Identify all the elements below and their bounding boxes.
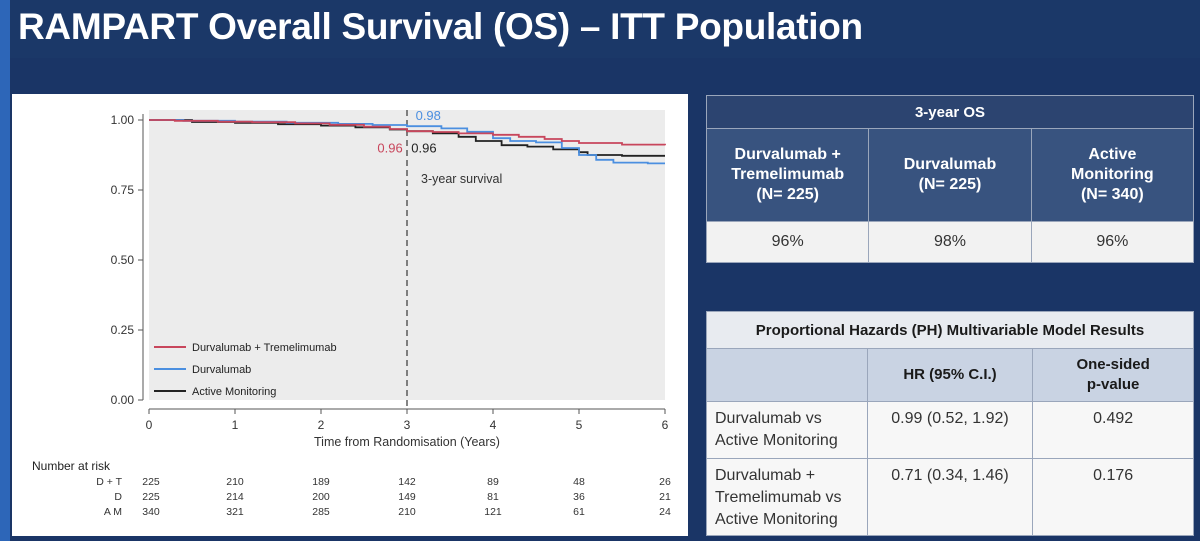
legend-entry: Durvalumab + Tremelimumab (192, 342, 337, 354)
risk-value: 210 (398, 506, 416, 518)
x-tick-label: 1 (232, 418, 239, 432)
risk-value: 200 (312, 491, 330, 503)
risk-value: 149 (398, 491, 416, 503)
ph-hr-value: 0.71 (0.34, 1.46) (866, 458, 1034, 536)
risk-value: 210 (226, 476, 244, 488)
ph-label-line: Durvalumab vs (715, 410, 822, 427)
annotation-label: 0.96 (377, 141, 402, 156)
os-col-line: Active (1088, 146, 1137, 163)
ph-row-label: Durvalumab vs Active Monitoring (706, 401, 868, 459)
ph-table: Proportional Hazards (PH) Multivariable … (706, 311, 1194, 536)
risk-row-label: D + T (96, 476, 122, 488)
x-tick-label: 5 (576, 418, 583, 432)
risk-value: 48 (573, 476, 585, 488)
x-tick-label: 0 (146, 418, 153, 432)
risk-value: 142 (398, 476, 416, 488)
ph-p-header: One-sided p-value (1032, 348, 1194, 402)
risk-value: 225 (142, 476, 160, 488)
slide-title: RAMPART Overall Survival (OS) – ITT Popu… (18, 6, 863, 47)
os-col-line: (N= 225) (918, 176, 982, 193)
risk-value: 189 (312, 476, 330, 488)
x-tick-label: 6 (662, 418, 669, 432)
x-tick-label: 3 (404, 418, 411, 432)
risk-value: 89 (487, 476, 499, 488)
x-axis-label: Time from Randomisation (Years) (314, 435, 500, 449)
ph-hr-header: HR (95% C.I.) (866, 348, 1034, 402)
os-value: 96% (705, 221, 870, 263)
y-tick-label: 0.75 (111, 183, 135, 197)
os-col-header: Active Monitoring (N= 340) (1030, 128, 1195, 222)
risk-value: 21 (659, 491, 671, 503)
ph-blank-header (706, 348, 868, 402)
annotation-label: 0.96 (411, 141, 436, 156)
y-tick-label: 0.50 (111, 253, 135, 267)
annotation-label: 0.98 (416, 108, 441, 123)
os-value: 96% (1030, 221, 1195, 263)
y-tick-label: 1.00 (111, 113, 135, 127)
risk-value: 225 (142, 491, 160, 503)
survival-curve-0 (149, 119, 666, 146)
os-col-header: Durvalumab (N= 225) (868, 128, 1032, 222)
os-table: 3-year OS Durvalumab + Tremelimumab (N= … (705, 95, 1195, 263)
risk-value: 214 (226, 491, 244, 503)
km-chart: 0.00 0.25 0.50 0.75 1.00 0 1 2 3 4 5 6 Time from Ran… (12, 94, 688, 536)
y-tick-label: 0.25 (111, 323, 135, 337)
ph-label-line: Durvalumab + (715, 467, 816, 484)
ph-p-value: 0.176 (1032, 458, 1194, 536)
ph-row-label: Durvalumab + Tremelimumab vs Active Moni… (706, 458, 868, 536)
os-col-line: Tremelimumab (731, 166, 845, 183)
os-col-line: (N= 225) (756, 186, 820, 203)
y-tick-label: 0.00 (111, 393, 135, 407)
legend-entry: Active Monitoring (192, 386, 276, 398)
reference-line-label: 3-year survival (421, 172, 502, 186)
ph-p-header-line: p-value (1086, 376, 1140, 393)
risk-row-label: A M (104, 506, 122, 518)
km-chart-panel: 0.00 0.25 0.50 0.75 1.00 0 1 2 3 4 5 6 Time from Ran… (12, 94, 688, 536)
os-col-line: Durvalumab + (734, 146, 841, 163)
risk-row-label: D (114, 491, 122, 503)
risk-value: 26 (659, 476, 671, 488)
x-tick-label: 2 (318, 418, 325, 432)
risk-value: 36 (573, 491, 585, 503)
os-col-line: (N= 340) (1080, 186, 1144, 203)
accent-strip (0, 0, 10, 541)
os-col-line: Durvalumab (903, 156, 997, 173)
risk-value: 24 (659, 506, 671, 518)
risk-value: 121 (484, 506, 502, 518)
risk-value: 285 (312, 506, 330, 518)
risk-value: 321 (226, 506, 244, 518)
risk-table-title: Number at risk (32, 459, 111, 473)
x-tick-label: 4 (490, 418, 497, 432)
os-col-header: Durvalumab + Tremelimumab (N= 225) (705, 128, 870, 222)
os-col-line: Monitoring (1071, 166, 1154, 183)
os-table-title: 3-year OS (706, 95, 1194, 129)
legend-entry: Durvalumab (192, 364, 251, 376)
title-band (10, 0, 1200, 58)
os-value: 98% (868, 221, 1032, 263)
ph-p-header-line: One-sided (1076, 356, 1150, 373)
ph-hr-value: 0.99 (0.52, 1.92) (866, 401, 1034, 459)
risk-value: 61 (573, 506, 585, 518)
ph-table-title: Proportional Hazards (PH) Multivariable … (706, 311, 1194, 349)
risk-value: 340 (142, 506, 160, 518)
ph-label-line: Tremelimumab vs (715, 489, 842, 506)
risk-value: 81 (487, 491, 499, 503)
ph-label-line: Active Monitoring (715, 511, 838, 528)
ph-p-value: 0.492 (1032, 401, 1194, 459)
ph-label-line: Active Monitoring (715, 432, 838, 449)
